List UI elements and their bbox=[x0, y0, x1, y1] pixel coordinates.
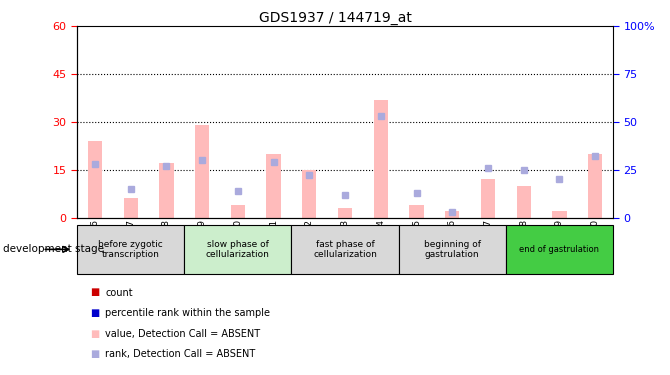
Bar bbox=[195, 125, 209, 218]
Text: slow phase of
cellularization: slow phase of cellularization bbox=[206, 240, 270, 259]
Text: percentile rank within the sample: percentile rank within the sample bbox=[105, 308, 270, 318]
Bar bbox=[445, 211, 460, 217]
Bar bbox=[517, 186, 531, 218]
Bar bbox=[552, 211, 567, 217]
Text: value, Detection Call = ABSENT: value, Detection Call = ABSENT bbox=[105, 329, 261, 339]
Text: before zygotic
transcription: before zygotic transcription bbox=[98, 240, 163, 259]
Text: ■: ■ bbox=[90, 308, 100, 318]
Text: development stage: development stage bbox=[3, 244, 105, 254]
Bar bbox=[302, 170, 316, 217]
Bar bbox=[506, 225, 613, 274]
Bar bbox=[374, 100, 388, 218]
Bar bbox=[77, 225, 184, 274]
Bar bbox=[88, 141, 102, 218]
Bar bbox=[291, 225, 399, 274]
Bar bbox=[338, 208, 352, 218]
Bar bbox=[481, 179, 495, 218]
Text: rank, Detection Call = ABSENT: rank, Detection Call = ABSENT bbox=[105, 350, 255, 359]
Bar bbox=[230, 205, 245, 218]
Bar bbox=[123, 198, 138, 217]
Bar bbox=[409, 205, 423, 218]
Bar bbox=[159, 164, 174, 218]
Text: beginning of
gastrulation: beginning of gastrulation bbox=[423, 240, 481, 259]
Bar bbox=[399, 225, 506, 274]
Text: ■: ■ bbox=[90, 329, 100, 339]
Bar bbox=[588, 154, 602, 218]
Text: ■: ■ bbox=[90, 350, 100, 359]
Text: GDS1937 / 144719_at: GDS1937 / 144719_at bbox=[259, 11, 411, 25]
Text: fast phase of
cellularization: fast phase of cellularization bbox=[313, 240, 377, 259]
Text: ■: ■ bbox=[90, 288, 100, 297]
Text: count: count bbox=[105, 288, 133, 297]
Bar bbox=[267, 154, 281, 218]
Text: end of gastrulation: end of gastrulation bbox=[519, 245, 600, 254]
Bar bbox=[184, 225, 291, 274]
